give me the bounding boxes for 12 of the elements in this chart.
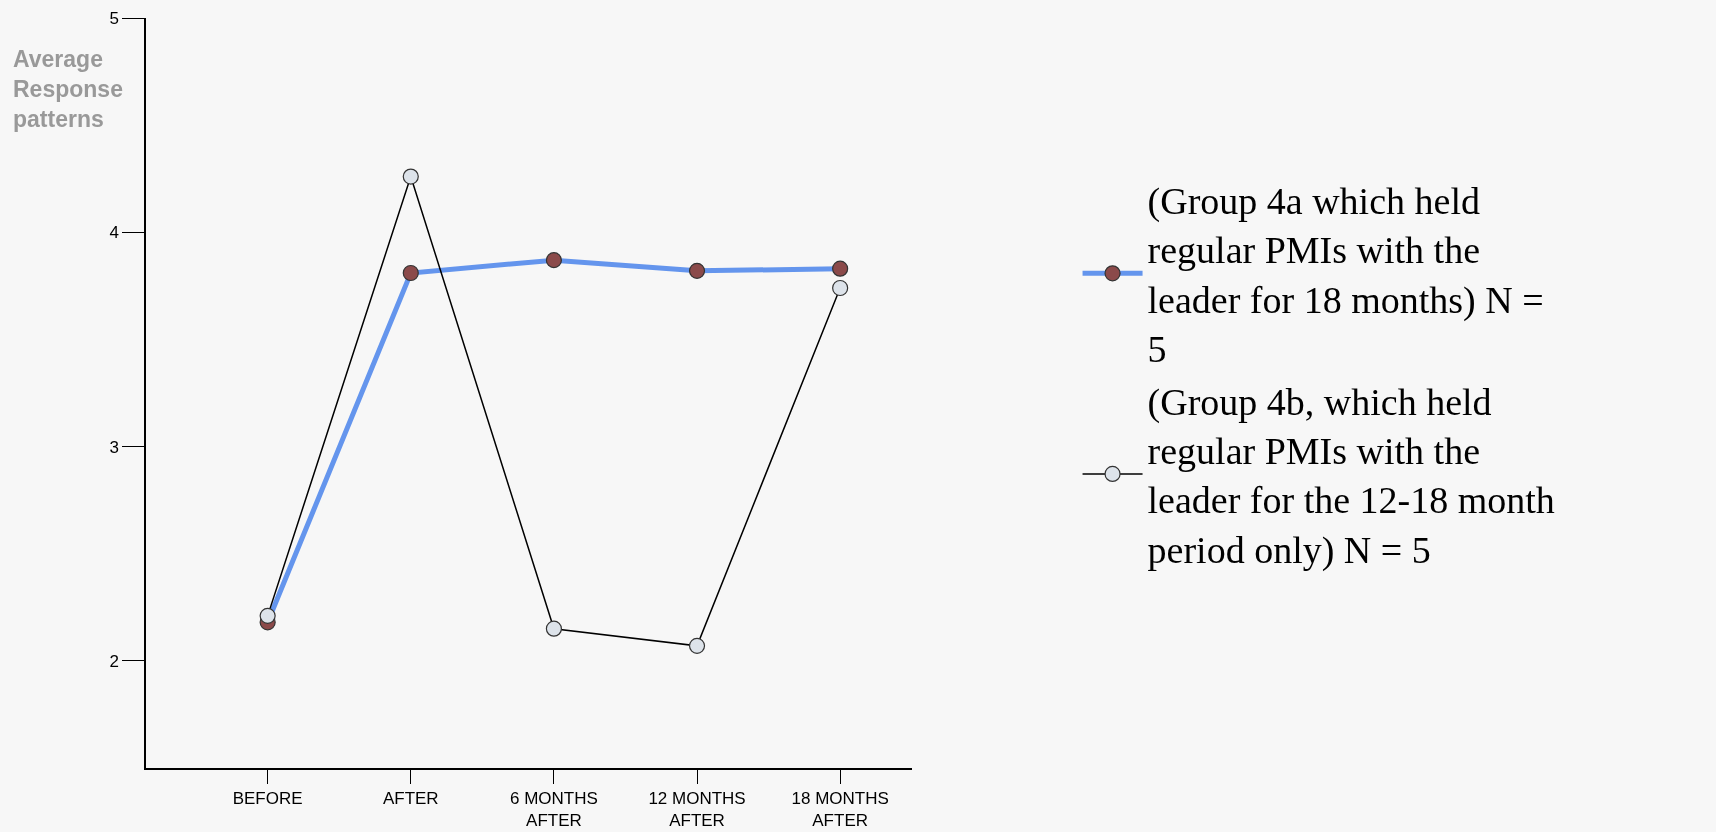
x-tick-label: 18 MONTHS AFTER	[791, 789, 889, 831]
y-tick-label: 2	[109, 651, 119, 671]
x-tick-label: AFTER	[382, 789, 439, 809]
x-tick-label: 6 MONTHS AFTER	[509, 789, 598, 831]
y-tick-label: 5	[109, 8, 119, 28]
y-axis-title: Average Response patterns	[13, 46, 123, 132]
legend-label: (Group 4b, which held regular PMIs with the leader for the 12-18 month period only) N = 5	[1147, 380, 1555, 572]
y-tick-label: 3	[109, 437, 119, 457]
x-tick-label: BEFORE	[232, 789, 303, 809]
y-tick-label: 4	[109, 223, 119, 243]
x-tick-label: 12 MONTHS AFTER	[648, 789, 746, 831]
legend-label: (Group 4a which held regular PMIs with the leader for 18 months) N = 5	[1147, 180, 1544, 371]
